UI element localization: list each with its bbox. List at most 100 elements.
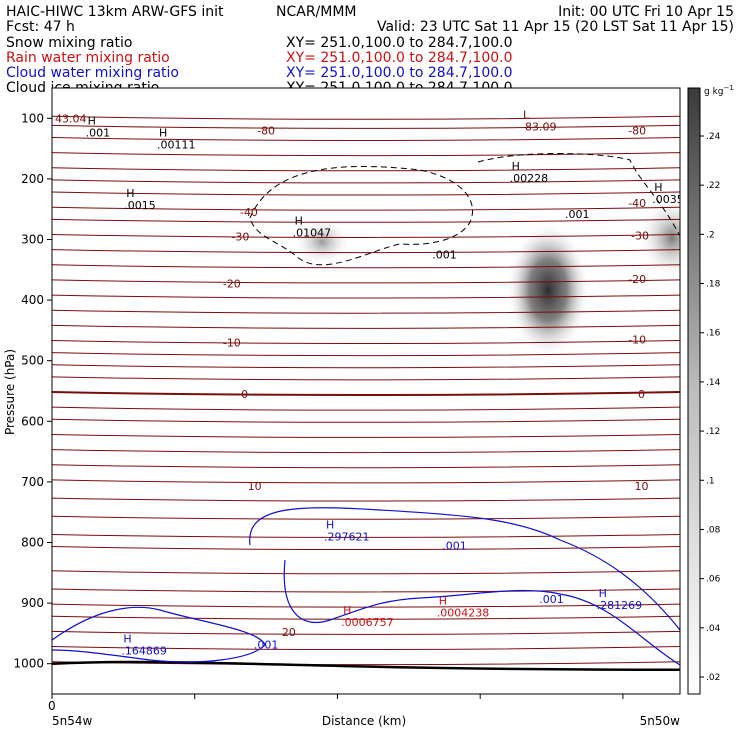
extremum-marker: H bbox=[295, 214, 303, 227]
plot-frame bbox=[51, 87, 681, 695]
header-valid: Valid: 23 UTC Sat 11 Apr 15 (20 LST Sat … bbox=[377, 19, 734, 35]
isotherm-line bbox=[52, 115, 680, 120]
colorbar-tick-label: .08 bbox=[706, 525, 721, 535]
colorbar-tick-label: .14 bbox=[706, 378, 721, 388]
extremum-marker: H bbox=[326, 519, 334, 532]
colorbar: .24 .22 .2 .18 .16 .14 .12 .1 .08 .06 .04 .02 g kg−… bbox=[687, 84, 734, 695]
colorbar-tick-label: .02 bbox=[706, 673, 720, 683]
extremum-value: .0006757 bbox=[341, 616, 394, 629]
y-tick-label: 400 bbox=[21, 293, 44, 307]
snow-shading-core bbox=[506, 222, 590, 358]
isotherm-label: -30 bbox=[631, 229, 649, 242]
header-init: Init: 00 UTC Fri 10 Apr 15 bbox=[558, 4, 734, 20]
isotherm-label: -80 bbox=[257, 124, 275, 137]
isotherm-label: -20 bbox=[628, 273, 646, 286]
colorbar-ramp bbox=[687, 87, 701, 695]
isotherm-line bbox=[52, 364, 680, 369]
contour-value-label: .001 bbox=[565, 208, 590, 221]
isotherm-line bbox=[52, 406, 680, 411]
y-tick-label: 1000 bbox=[13, 657, 44, 671]
colorbar-tick-label: .1 bbox=[706, 476, 715, 486]
header-forecast: Fcst: 47 h bbox=[6, 19, 75, 35]
y-axis: 100 200 300 400 500 600 700 800 900 1000 bbox=[13, 111, 52, 671]
isotherm-label: 20 bbox=[282, 626, 296, 639]
extremum-value: -83.09 bbox=[521, 120, 556, 133]
isotherm-line bbox=[52, 479, 680, 484]
left-location-label: 5n54w bbox=[52, 714, 93, 728]
isotherm-label: -30 bbox=[231, 230, 249, 243]
isotherm-line bbox=[52, 418, 680, 423]
extremum-value: .001 bbox=[86, 126, 111, 139]
isotherm-label: -80 bbox=[628, 124, 646, 137]
contour-value-label: .001 bbox=[432, 249, 457, 262]
extremum-marker: H bbox=[159, 126, 167, 139]
snow-contour-right bbox=[477, 153, 680, 237]
right-location-label: 5n50w bbox=[640, 714, 681, 728]
extremum-value: .281269 bbox=[597, 599, 643, 612]
isotherm-label: -40 bbox=[628, 197, 646, 210]
cloudwater-contour-lower bbox=[283, 559, 680, 666]
isotherm-line bbox=[52, 206, 680, 211]
y-tick-label: 100 bbox=[21, 111, 44, 125]
extremum-value: .0004238 bbox=[437, 606, 490, 619]
extremum-value: .00228 bbox=[510, 172, 548, 185]
colorbar-tick-label: .18 bbox=[706, 280, 721, 290]
colorbar-tick-label: .2 bbox=[706, 230, 715, 240]
isotherm-line bbox=[52, 588, 680, 593]
partial-contour-label: 43.04 bbox=[55, 112, 87, 125]
isotherm-line bbox=[52, 352, 680, 357]
isotherm-line bbox=[52, 546, 680, 551]
isotherm-label: 0 bbox=[638, 388, 645, 401]
snow-contour-upper bbox=[249, 166, 473, 266]
isotherm-line bbox=[52, 376, 680, 381]
x-axis-label: Distance (km) bbox=[322, 714, 406, 728]
ground-surface-line bbox=[52, 660, 680, 672]
y-tick-label: 500 bbox=[21, 354, 44, 368]
isotherm-line bbox=[52, 646, 680, 651]
colorbar-tick-label: .12 bbox=[706, 427, 720, 437]
isotherm-label: -20 bbox=[223, 278, 241, 291]
extremum-value: .0035 bbox=[652, 193, 684, 206]
field-snow-xy: XY= 251.0,100.0 to 284.7,100.0 bbox=[286, 35, 513, 51]
isotherm-line bbox=[52, 279, 680, 284]
field-rain-xy: XY= 251.0,100.0 to 284.7,100.0 bbox=[286, 50, 513, 66]
extremum-marker: H bbox=[123, 632, 131, 645]
colorbar-tick-label: .04 bbox=[706, 624, 721, 634]
isotherm-line bbox=[52, 515, 680, 520]
isotherm-line bbox=[52, 630, 680, 635]
extremum-value: .164869 bbox=[121, 644, 167, 657]
extremum-marker: H bbox=[88, 114, 96, 127]
isotherm-line bbox=[52, 533, 680, 538]
cloudwater-contour-main bbox=[249, 507, 680, 631]
isotherm-line bbox=[52, 167, 680, 172]
mixing-ratio-contours bbox=[52, 153, 680, 666]
isotherm-line bbox=[52, 233, 680, 239]
x-axis bbox=[51, 694, 624, 699]
isotherm-line bbox=[52, 191, 680, 196]
isotherm-line bbox=[52, 264, 680, 269]
header: HAIC-HIWC 13km ARW-GFS init NCAR/MMM Ini… bbox=[6, 4, 734, 96]
isotherm-line bbox=[52, 340, 680, 345]
isotherm-label: 0 bbox=[241, 388, 248, 401]
extremum-value: .01047 bbox=[293, 226, 332, 239]
isotherm-line bbox=[52, 433, 680, 438]
y-tick-label: 700 bbox=[21, 475, 44, 489]
contour-value-label: .001 bbox=[254, 638, 279, 651]
isotherm-label: 10 bbox=[248, 480, 262, 493]
y-tick-label: 800 bbox=[21, 536, 44, 550]
isotherm-line bbox=[52, 137, 680, 142]
isotherm-line bbox=[52, 324, 680, 329]
field-cloudwater-label: Cloud water mixing ratio bbox=[6, 65, 179, 81]
contour-labels: 43.04 -80 -80 -40 -40 -30 -30 -20 -20 -10 -10 0 0 10 1… bbox=[55, 108, 684, 657]
y-axis-label: Pressure (hPa) bbox=[3, 349, 17, 435]
extremum-marker: H bbox=[512, 160, 520, 173]
isotherm-line bbox=[52, 179, 680, 184]
isotherm-line bbox=[52, 570, 680, 575]
isotherm-label: -10 bbox=[223, 337, 241, 350]
isotherm-line bbox=[52, 309, 680, 314]
isotherm-label: -40 bbox=[240, 206, 258, 219]
snow-shading-weak bbox=[292, 218, 352, 266]
isotherm-line bbox=[52, 124, 680, 129]
extremum-value: .0015 bbox=[124, 199, 156, 212]
extremum-value: .00111 bbox=[157, 138, 196, 151]
